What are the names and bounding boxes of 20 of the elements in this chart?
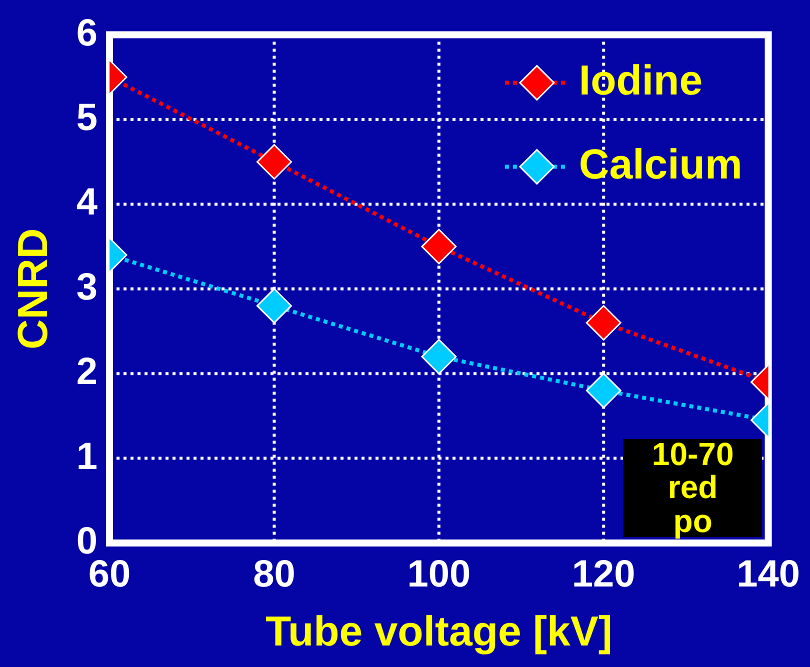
x-tick-label: 80 xyxy=(253,553,296,596)
y-tick-label: 5 xyxy=(76,96,98,139)
annotation: po xyxy=(672,502,714,539)
legend-label: Iodine xyxy=(578,56,703,104)
x-axis-title: Tube voltage [kV] xyxy=(265,607,612,654)
x-tick-label: 140 xyxy=(736,553,800,596)
point xyxy=(421,338,457,374)
x-tick-label: 60 xyxy=(88,553,131,596)
y-tick-label: 2 xyxy=(76,351,98,394)
point xyxy=(421,228,457,264)
y-tick-label: 3 xyxy=(76,266,98,308)
y-axis-title: CNRD xyxy=(8,228,56,350)
annotation: 10-70 xyxy=(650,436,735,472)
y-tick-label: 1 xyxy=(76,436,98,478)
annotation: red xyxy=(666,469,719,506)
legend-label: Calcium xyxy=(578,140,742,188)
y-tick-label: 4 xyxy=(76,182,98,224)
x-tick-label: 120 xyxy=(572,553,636,596)
x-tick-label: 100 xyxy=(407,553,471,596)
y-tick-label: 6 xyxy=(76,12,98,54)
